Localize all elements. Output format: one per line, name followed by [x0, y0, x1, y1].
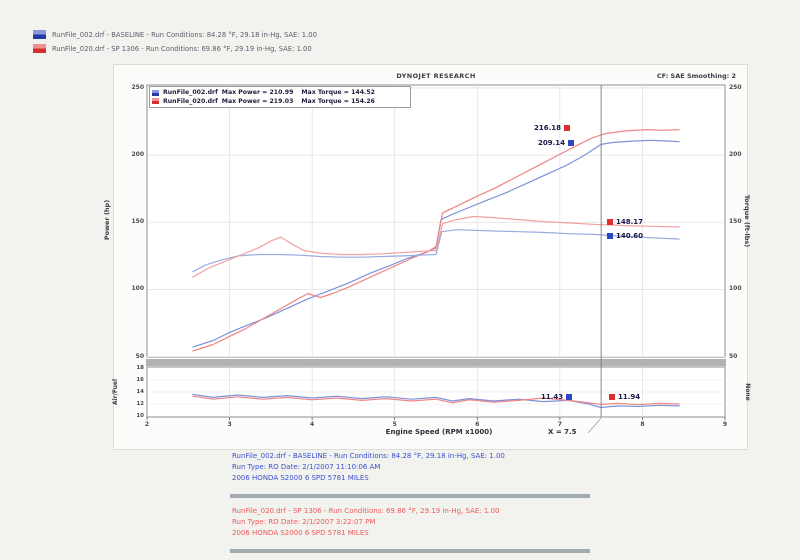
readout-power-modified: 216.18	[534, 124, 571, 132]
baseline-file: RunFile_002.drf	[163, 89, 218, 97]
rpm-tick-label: 8	[640, 421, 645, 428]
baseline-swatch-icon	[152, 89, 159, 96]
afr-tick-label: 18	[136, 364, 144, 371]
power-baseline-value: 209.14	[538, 139, 566, 147]
curve-sp1306-power	[192, 129, 680, 352]
separator-bar	[230, 549, 590, 553]
blue-marker-icon	[566, 394, 573, 400]
curve-baseline-afr	[192, 393, 680, 409]
curve-sp1306-torque	[192, 215, 680, 278]
blue-marker-icon	[607, 233, 613, 239]
modified-swatch-icon	[152, 98, 159, 105]
x-axis-title: Engine Speed (RPM x1000)	[385, 428, 493, 436]
blue-marker-icon	[568, 140, 575, 146]
baseline-max-torque: Max Torque = 144.52	[301, 89, 375, 97]
header-legend-row-baseline: RunFile_002.drf - BASELINE - Run Conditi…	[33, 29, 317, 40]
rpm-tick-label: 9	[722, 421, 728, 428]
readout-power-baseline: 209.14	[538, 139, 575, 147]
torque-tick-label: 250	[729, 83, 742, 91]
modified-max-power: Max Power = 219.03	[221, 97, 294, 105]
readout-afr-baseline: 11.43	[541, 393, 573, 401]
afr-tick-label: 14	[136, 389, 144, 395]
inplot-max-legend: RunFile_002.drf Max Power = 210.99 Max T…	[149, 86, 411, 108]
power-tick-label: 200	[131, 151, 144, 159]
torque-tick-label: 50	[729, 352, 738, 360]
readout-torque-modified: 148.17	[607, 218, 643, 226]
red-marker-icon	[564, 125, 571, 131]
power-tick-label: 50	[135, 352, 144, 360]
inplot-legend-row-baseline: RunFile_002.drf Max Power = 210.99 Max T…	[152, 89, 408, 97]
baseline-info-line1: RunFile_002.drf - BASELINE - Run Conditi…	[232, 452, 505, 460]
correction-smoothing-label: CF: SAE Smoothing: 2	[656, 72, 736, 80]
afr-axis-title: Air/Fuel	[112, 378, 119, 406]
baseline-info-line2: Run Type: RO Date: 2/1/2007 11:10:06 AM	[232, 463, 381, 471]
afr-tick-label: 10	[136, 413, 144, 420]
rpm-tick-label: 4	[310, 421, 315, 428]
afr-baseline-value: 11.43	[541, 393, 564, 401]
modified-max-torque: Max Torque = 154.26	[301, 97, 375, 105]
modified-info-line3: 2006 HONDA S2000 6 SPD 5781 MILES	[232, 529, 369, 537]
inplot-legend-row-modified: RunFile_020.drf Max Power = 219.03 Max T…	[152, 97, 408, 105]
header-legend-row-modified: RunFile_020.drf - SP 1306 - Run Conditio…	[33, 43, 312, 54]
cursor-x-label: X = 7.5	[548, 428, 577, 436]
baseline-run-conditions: RunFile_002.drf - BASELINE - Run Conditi…	[52, 30, 317, 39]
power-tick-label: 100	[131, 285, 144, 293]
rpm-tick-label: 6	[475, 421, 480, 428]
afr-tick-label: 16	[136, 376, 144, 383]
power-modified-value: 216.18	[534, 124, 562, 132]
rpm-tick-label: 2	[144, 421, 150, 428]
torque-baseline-value: 140.60	[616, 232, 644, 240]
readout-afr-modified: 11.94	[609, 393, 640, 401]
modified-file: RunFile_020.drf	[163, 97, 218, 105]
cursor-pointer-line	[587, 417, 602, 434]
afr-right-axis-title: None	[744, 383, 751, 401]
afr-tick-label: 12	[136, 401, 144, 408]
torque-tick-label: 200	[729, 151, 742, 159]
torque-tick-label: 150	[729, 218, 742, 226]
power-tick-label: 150	[131, 218, 144, 226]
baseline-info-line3: 2006 HONDA S2000 6 SPD 5781 MILES	[232, 474, 369, 482]
rpm-tick-label: 3	[227, 421, 232, 428]
baseline-max-power: Max Power = 210.99	[221, 89, 294, 97]
power-tick-label: 250	[131, 83, 144, 91]
modified-info-line2: Run Type: RO Date: 2/1/2007 3:22:07 PM	[232, 518, 376, 526]
torque-tick-label: 100	[729, 285, 742, 293]
red-marker-icon	[607, 219, 613, 225]
modified-color-swatch	[33, 44, 46, 53]
panel-separator-band	[146, 359, 726, 366]
rpm-tick-label: 7	[557, 421, 562, 428]
modified-run-conditions: RunFile_020.drf - SP 1306 - Run Conditio…	[52, 44, 312, 53]
curve-sp1306-afr	[192, 395, 680, 406]
power-axis-title: Power (hp)	[103, 199, 111, 241]
modified-info-line1: RunFile_020.drf - SP 1306 - Run Conditio…	[232, 507, 500, 515]
rpm-tick-label: 5	[392, 421, 397, 428]
baseline-color-swatch	[33, 30, 46, 39]
curve-baseline-torque	[192, 229, 680, 273]
afr-modified-value: 11.94	[618, 393, 641, 401]
chart-title: DYNOJET RESEARCH	[396, 72, 476, 80]
separator-bar	[230, 494, 590, 498]
readout-torque-baseline: 140.60	[607, 232, 643, 240]
red-marker-icon	[609, 394, 615, 400]
torque-modified-value: 148.17	[616, 218, 644, 226]
